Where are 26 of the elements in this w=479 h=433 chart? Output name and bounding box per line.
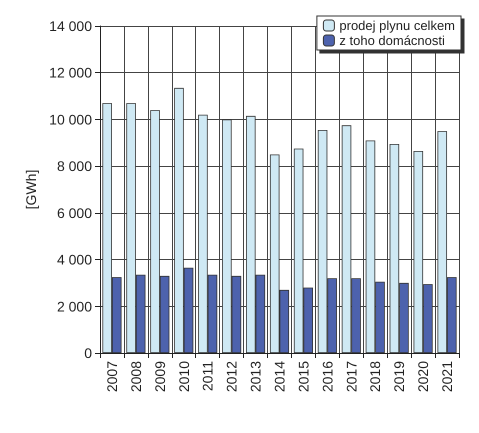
- x-tick-label: 2020: [415, 360, 432, 392]
- y-axis-title: [GWh]: [23, 170, 39, 210]
- y-tick-label: 12 000: [49, 64, 92, 81]
- x-tick-label: 2017: [343, 360, 360, 392]
- legend-label: z toho domácnosti: [339, 33, 445, 48]
- x-tick-label: 2014: [272, 360, 288, 392]
- y-tick-label: 8 000: [56, 158, 92, 174]
- y-tick-label: 6 000: [56, 204, 92, 221]
- x-tick-label: 2021: [439, 360, 456, 392]
- y-tick-label: 14 000: [49, 18, 92, 34]
- x-tick-label: 2015: [295, 360, 312, 392]
- x-tick-label: 2009: [152, 360, 168, 392]
- y-tick-label: 10 000: [49, 111, 92, 128]
- x-tick-label: 2010: [176, 360, 192, 392]
- y-tick-label: 0: [84, 345, 92, 361]
- x-tick-label: 2008: [128, 360, 144, 392]
- x-tick-label: 2007: [104, 360, 120, 392]
- y-tick-label: 4 000: [56, 252, 92, 268]
- x-tick-label: 2018: [367, 360, 384, 392]
- x-tick-label: 2011: [200, 360, 216, 392]
- x-tick-label: 2016: [319, 360, 336, 392]
- x-tick-label: 2013: [248, 360, 264, 392]
- x-tick-label: 2019: [391, 360, 408, 392]
- x-tick-label: 2012: [224, 360, 240, 392]
- y-tick-label: 2 000: [56, 298, 92, 314]
- legend-label: prodej plynu celkem: [339, 18, 456, 33]
